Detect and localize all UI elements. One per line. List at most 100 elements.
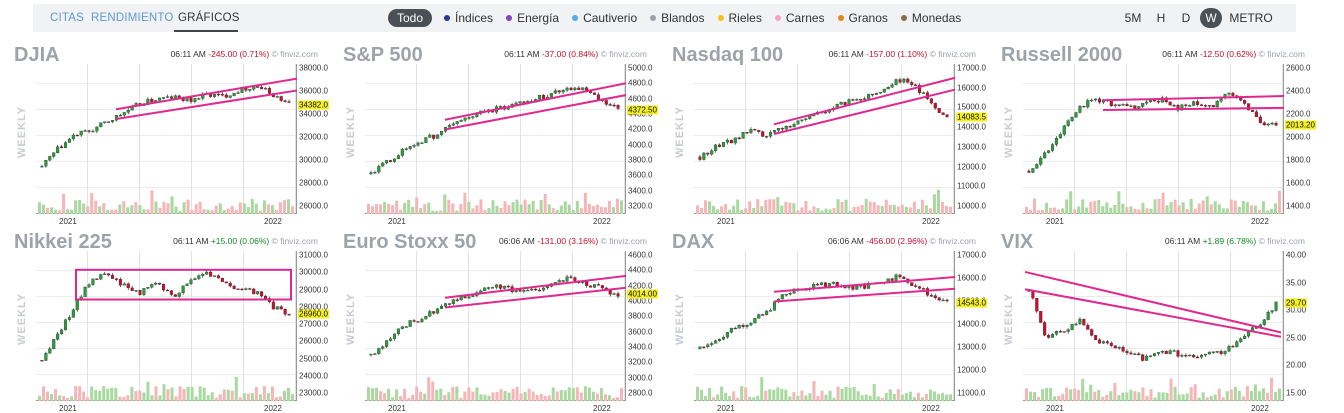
volume-bar	[379, 204, 383, 214]
volume-bar	[1109, 207, 1113, 214]
volume-bar	[1129, 206, 1133, 214]
volume-bar	[206, 209, 210, 214]
filter-carnes[interactable]: Carnes	[774, 11, 825, 25]
candle-body	[714, 340, 718, 344]
volume-bar	[824, 394, 828, 401]
tab-rendimiento[interactable]: RENDIMIENTO	[91, 12, 174, 24]
volume-bar	[704, 200, 708, 214]
volume-bar	[1201, 200, 1205, 214]
volume-bar	[1045, 387, 1049, 401]
chart-panel[interactable]: VIX 06:11 AM +1.89 (6.78%) © finviz.com WE…	[1001, 231, 1321, 413]
volume-bar	[936, 394, 940, 401]
volume-bar	[808, 210, 812, 214]
volume-bar	[431, 381, 435, 401]
x-tick-label: 2021	[388, 404, 406, 413]
quote-time: 06:11 AM	[173, 236, 209, 246]
blandos-dot-icon	[650, 15, 657, 21]
chart-plot-area[interactable]	[1023, 251, 1284, 401]
candle-body	[1203, 353, 1207, 356]
candle-body	[581, 87, 585, 90]
filter-cautiverio[interactable]: Cautiverio	[572, 11, 637, 25]
candle-body	[573, 277, 577, 281]
chart-plot-area[interactable]	[694, 64, 955, 214]
candle-body	[389, 160, 393, 162]
volume-bar	[736, 199, 740, 214]
candle-body	[185, 283, 189, 286]
volume-bar	[1189, 198, 1193, 214]
filter-monedas[interactable]: Monedas	[900, 11, 961, 25]
candle-body	[162, 284, 166, 291]
chart-panel[interactable]: DAX 06:06 AM -456.00 (2.96%) © finviz.com…	[672, 231, 992, 413]
chart-title: Nikkei 225	[14, 231, 112, 253]
candle-body	[757, 314, 761, 319]
candle-body	[1231, 345, 1235, 348]
volume-bar	[740, 210, 744, 214]
chart-panel[interactable]: Nikkei 225 06:11 AM +15.00 (0.06%) © finv…	[14, 231, 334, 413]
chart-panel[interactable]: Nasdaq 100 06:11 AM -157.00 (1.10%) © fin…	[672, 44, 992, 226]
candle-body	[945, 299, 949, 302]
volume-bar	[1277, 190, 1281, 214]
volume-bar	[559, 390, 563, 401]
volume-bar	[274, 397, 278, 401]
volume-bar	[784, 201, 788, 214]
volume-bar	[154, 201, 158, 214]
chart-plot-area[interactable]	[365, 251, 626, 401]
candle-body	[1031, 291, 1035, 299]
timeframe-metro[interactable]: METRO	[1229, 11, 1273, 25]
timeframe-w[interactable]: W	[1200, 8, 1222, 28]
volume-bar	[411, 394, 415, 401]
chart-panel[interactable]: Russell 2000 06:11 AM -12.50 (0.62%) © fi…	[1001, 44, 1321, 226]
filter-energia[interactable]: Energía	[506, 11, 559, 25]
filter-todo[interactable]: Todo	[388, 9, 433, 27]
y-tick-label: 2600.0	[1286, 63, 1311, 73]
weekly-label: WEEKLY	[1003, 105, 1015, 158]
chart-panel[interactable]: DJIA 06:11 AM -245.00 (0.71%) © finviz.co…	[14, 44, 334, 226]
candle-body	[118, 115, 122, 117]
filter-indices[interactable]: Índices	[444, 11, 493, 25]
chart-plot-area[interactable]	[694, 251, 955, 401]
chart-plot-area[interactable]	[36, 64, 297, 214]
chart-plot-area[interactable]	[1023, 64, 1284, 214]
candle-body	[1188, 354, 1192, 357]
filter-blandos[interactable]: Blandos	[650, 11, 705, 25]
filter-granos[interactable]: Granos	[837, 11, 888, 25]
candle-body	[471, 295, 475, 297]
candle-body	[745, 131, 749, 134]
candle-body	[447, 125, 451, 128]
candle-body	[118, 278, 122, 286]
candle-body	[1141, 354, 1145, 361]
chart-panel[interactable]: S&P 500 06:11 AM -37.00 (0.84%) © finviz.…	[343, 44, 663, 226]
y-tick-label: 4400.0	[628, 265, 653, 275]
volume-bar	[387, 203, 391, 214]
timeframe-d[interactable]: D	[1181, 11, 1191, 25]
chart-plot-area[interactable]	[365, 64, 626, 214]
volume-bar	[1173, 386, 1177, 401]
candle-body	[467, 117, 471, 119]
candle-body	[1211, 105, 1215, 108]
candle-body	[1043, 152, 1047, 159]
tab-citas[interactable]: CITAS	[50, 12, 85, 24]
volume-bar	[1269, 208, 1273, 214]
volume-bar	[1145, 396, 1149, 401]
volume-bar	[415, 386, 419, 401]
candle-body	[447, 303, 451, 305]
candle-body	[941, 299, 945, 302]
y-tick-label: 12000.0	[957, 162, 986, 172]
source-name: finviz.com	[938, 49, 976, 59]
timeframe-5m[interactable]: 5M	[1124, 11, 1142, 25]
volume-bar	[603, 394, 607, 401]
timeframe-h[interactable]: H	[1156, 11, 1166, 25]
tab-graficos[interactable]: GRÁFICOS	[178, 12, 240, 24]
chart-plot-area[interactable]	[36, 251, 297, 401]
candle-body	[1274, 301, 1278, 311]
volume-bar	[936, 189, 940, 214]
candle-body	[1274, 122, 1278, 126]
candle-body	[142, 288, 146, 295]
volume-bar	[114, 209, 118, 214]
volume-bar	[371, 388, 375, 401]
volume-bar	[1173, 199, 1177, 214]
candle-body	[761, 131, 765, 137]
chart-panel[interactable]: Euro Stoxx 50 06:06 AM -131.00 (3.16%) © …	[343, 231, 663, 413]
volume-bar	[1205, 196, 1209, 214]
filter-rieles[interactable]: Rieles	[717, 11, 762, 25]
